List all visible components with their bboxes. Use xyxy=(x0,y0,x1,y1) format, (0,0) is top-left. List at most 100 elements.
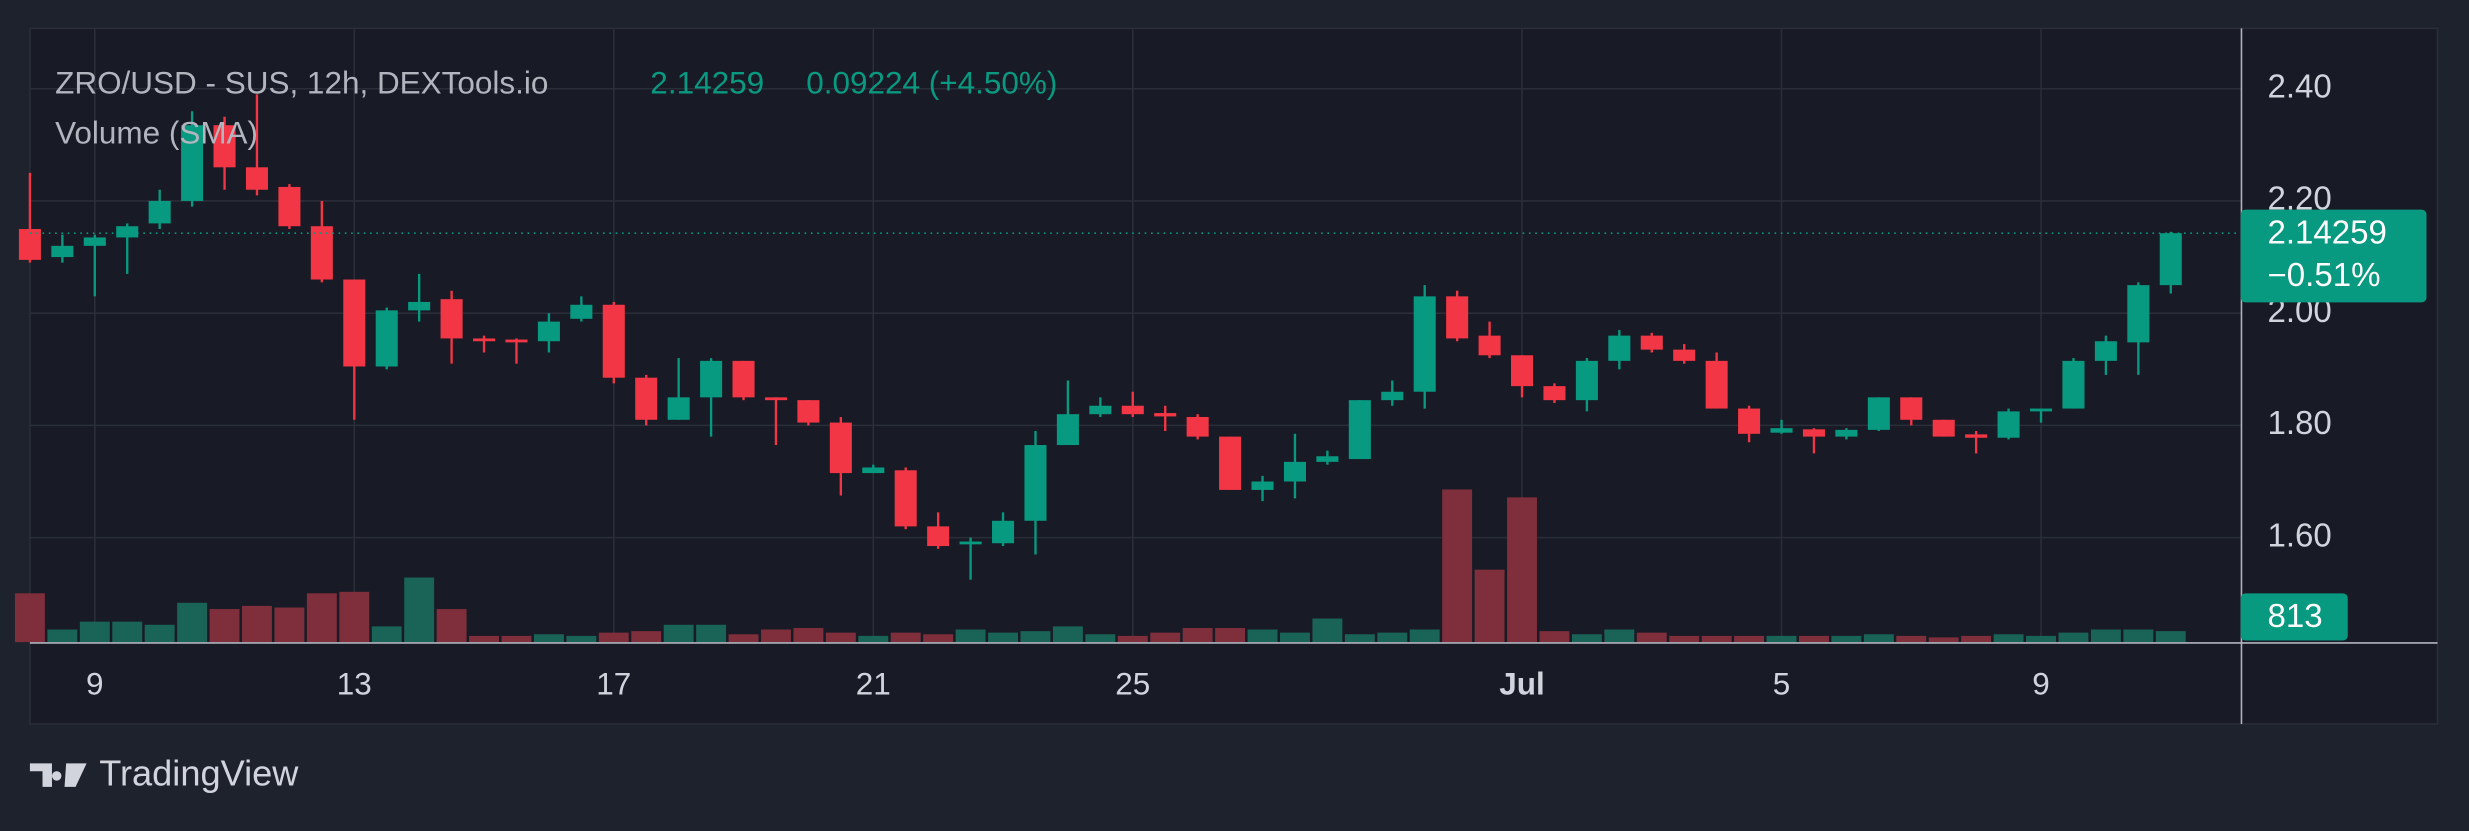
volume-bar xyxy=(1571,634,1602,643)
candle-body xyxy=(862,467,885,474)
volume-bar xyxy=(1150,632,1181,643)
volume-label: 813 xyxy=(2267,598,2322,635)
candle-body xyxy=(1705,360,1728,409)
candle-body xyxy=(992,520,1015,544)
candle-body xyxy=(894,470,917,527)
x-tick-label: 17 xyxy=(596,667,631,702)
volume-bar xyxy=(1085,634,1116,643)
volume-bar xyxy=(501,635,532,643)
labels: 2.402.202.001.801.609 13 17 21 25 Jul 5 92.1425… xyxy=(29,68,2427,702)
logo-icon xyxy=(29,763,87,787)
volume-bar xyxy=(47,629,78,643)
volume-bar xyxy=(2026,635,2056,643)
candles xyxy=(18,94,2182,580)
candle-body xyxy=(1543,386,1566,401)
x-tick-label: 21 xyxy=(856,667,891,702)
last-price-box xyxy=(2240,209,2427,303)
candle-body xyxy=(1867,397,1890,430)
volume-bar xyxy=(598,632,629,643)
volume-bar xyxy=(631,631,662,643)
candle-body xyxy=(1348,400,1371,460)
y-tick-label: 1.80 xyxy=(2267,405,2331,442)
candle-body xyxy=(537,321,560,342)
volume-bar xyxy=(1734,635,1765,643)
candle-body xyxy=(927,526,950,547)
candle-body xyxy=(310,226,333,280)
logo: TradingView xyxy=(29,752,299,793)
volume-bar xyxy=(2123,629,2154,643)
volume-bar xyxy=(1020,631,1051,643)
volume-bar xyxy=(1896,635,1927,643)
candle-body xyxy=(1219,436,1242,490)
candle-body xyxy=(1251,481,1274,490)
volume-bar xyxy=(955,629,986,643)
branding: TradingView xyxy=(99,752,299,793)
volume-bar xyxy=(1344,634,1375,643)
candle-body xyxy=(700,360,723,398)
volume-bar xyxy=(566,635,597,643)
volume-bar xyxy=(144,624,175,643)
volume-bar xyxy=(1799,635,1829,643)
candle-body xyxy=(1770,428,1793,433)
volume-bar xyxy=(274,607,305,643)
candle-body xyxy=(1283,461,1306,482)
candle-body xyxy=(1835,429,1858,437)
candle-body xyxy=(1089,405,1112,415)
candle-body xyxy=(473,338,496,342)
candle-body xyxy=(602,304,625,378)
volume-bar xyxy=(1766,635,1797,643)
volume-bar xyxy=(242,605,272,643)
volume-bar xyxy=(1961,635,1992,643)
volume-bar xyxy=(923,634,954,643)
candle-body xyxy=(213,125,236,168)
volume-bar xyxy=(79,621,110,643)
volume-bar xyxy=(1474,569,1505,643)
candle-body xyxy=(1900,397,1923,420)
candle-body xyxy=(1316,456,1339,462)
volume-bar xyxy=(1247,629,1278,643)
candle-body xyxy=(797,400,820,423)
candle-body xyxy=(148,200,171,224)
last-change-label: −0.51% xyxy=(2267,257,2380,294)
volume-bar xyxy=(988,632,1018,643)
volume-bar xyxy=(2155,631,2186,643)
candle-body xyxy=(408,301,431,311)
candle-body xyxy=(1738,408,1761,434)
candle-body xyxy=(2029,408,2053,412)
volume-bar xyxy=(1831,635,1862,643)
candle-body xyxy=(1673,349,1696,361)
candle-body xyxy=(1478,335,1501,356)
volume-bar xyxy=(761,629,791,643)
candle-body xyxy=(1932,419,1955,437)
header-change: 0.09224 (+4.50%) xyxy=(806,65,1057,100)
candle-body xyxy=(1511,355,1534,387)
volume-bar xyxy=(14,593,45,643)
candle-body xyxy=(1608,335,1631,361)
volume-bar xyxy=(825,632,856,643)
candle-body xyxy=(635,377,658,420)
candle-body xyxy=(83,237,106,246)
candle-body xyxy=(2062,360,2085,409)
candle-body xyxy=(1446,296,1469,339)
volume-bar xyxy=(1507,497,1537,643)
candle-body xyxy=(51,245,74,258)
candle-body xyxy=(1575,360,1598,401)
volume-bar xyxy=(793,628,824,643)
candle-body xyxy=(343,279,366,367)
candle-body xyxy=(732,360,755,398)
volume-bar xyxy=(1928,637,1959,643)
volume-bar xyxy=(696,624,727,643)
volume-bar xyxy=(858,635,889,643)
chart-title: ZRO/USD - SUS, 12h, DEXTools.io xyxy=(55,65,548,100)
candle-body xyxy=(1381,391,1404,401)
volume-bar xyxy=(1182,628,1213,643)
x-tick-label: 5 xyxy=(1773,667,1791,702)
candle-body xyxy=(1186,416,1209,437)
last-price-label: 2.14259 xyxy=(2267,214,2386,251)
volume-bar xyxy=(436,609,467,643)
volume-bar xyxy=(1669,635,1700,643)
volume-bar xyxy=(728,634,759,643)
candle-body xyxy=(667,397,690,420)
candle-body xyxy=(2159,233,2182,286)
